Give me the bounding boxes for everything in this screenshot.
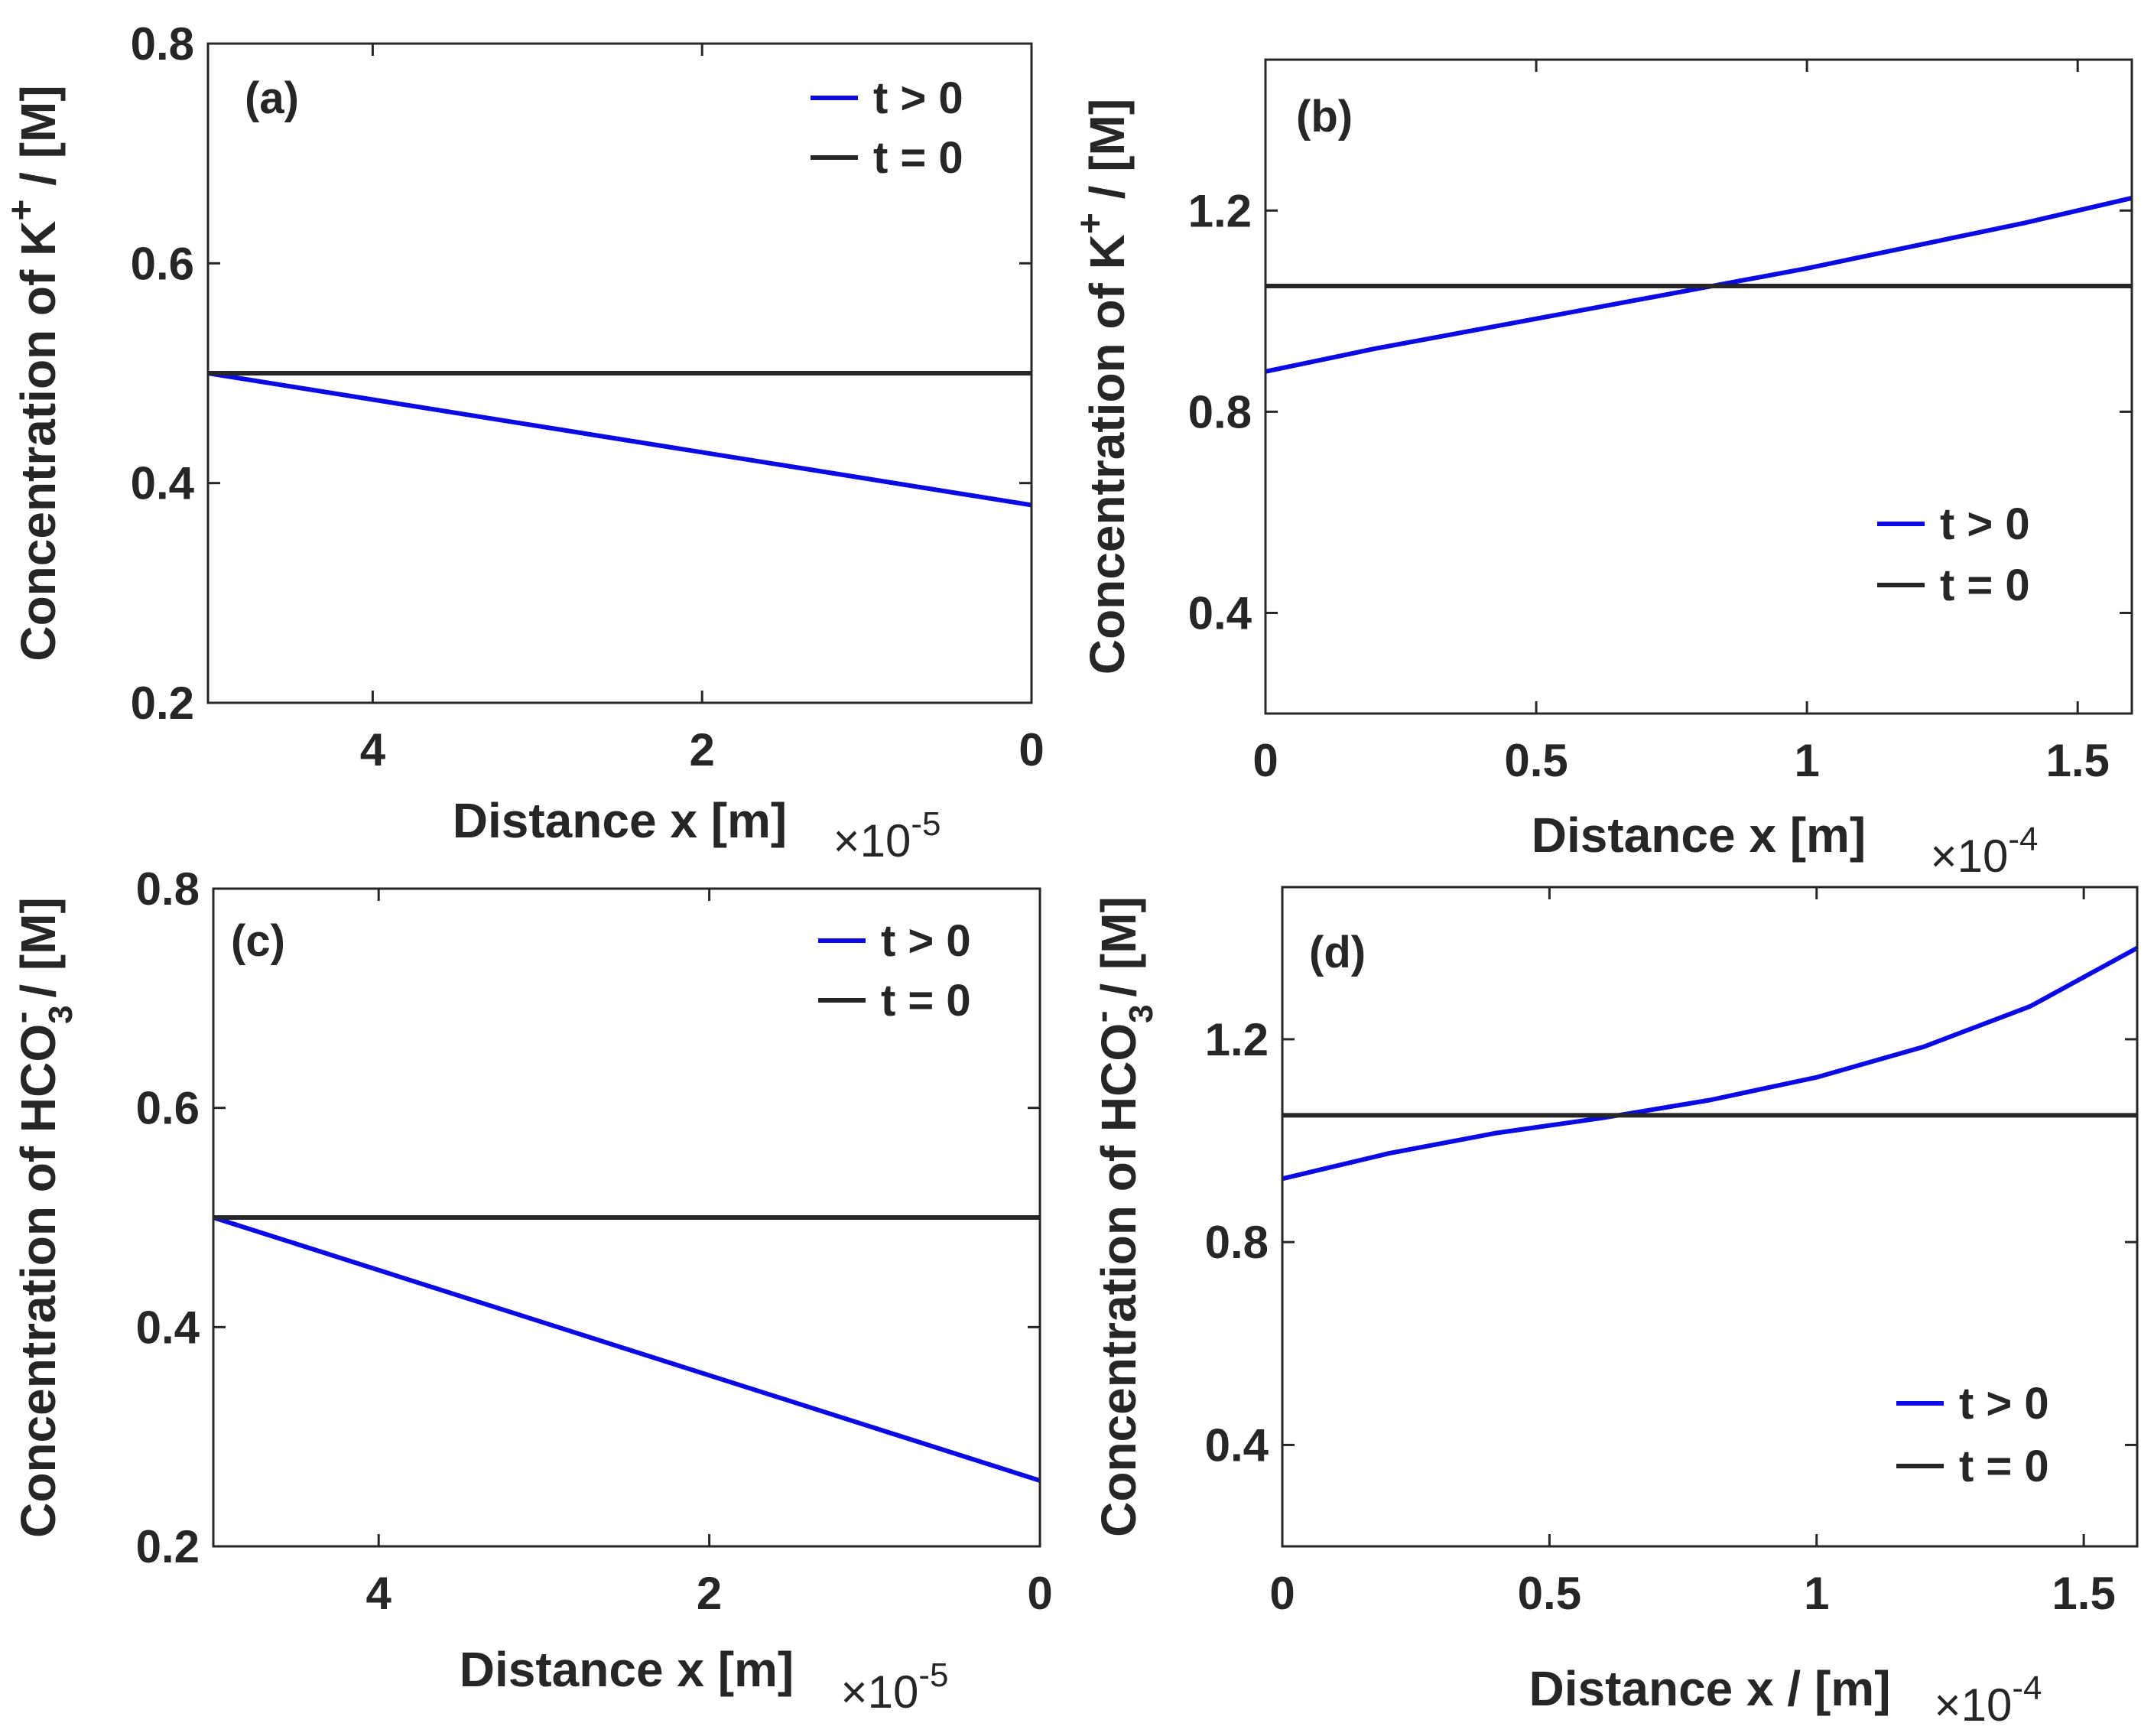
y-tick-label: 0.2 [131,678,194,729]
y-axis-label: Concentration of HCO3- / [M] [1082,896,1160,1537]
legend: t > 0 t = 0 [818,916,971,1026]
plot-frame [212,887,1041,1548]
y-tick-label: 0.8 [136,863,200,915]
legend-entry: t > 0 [1940,499,2030,549]
x-tick-label: 1.5 [2052,1568,2115,1619]
series-line-t-gt-0 [1282,945,2139,1182]
x-tick-label: 2 [697,1568,722,1619]
series-line-t-gt-0 [207,371,1032,508]
panel-label: (c) [231,916,285,966]
legend-entry: t > 0 [881,916,971,966]
series-line-t-gt-0 [1265,195,2133,374]
y-tick-label: 1.2 [1205,1014,1269,1065]
y-tick-label: 0.4 [136,1302,200,1353]
y-tick-label: 0.4 [1188,587,1252,639]
x-tick-label: 1 [1794,735,1819,786]
y-tick-label: 0.4 [131,458,195,509]
plot-frame [1281,886,2139,1548]
legend-entry: t > 0 [1959,1379,2049,1429]
x-tick-label: 0 [1019,724,1044,775]
x-tick-label: 0.5 [1504,735,1568,786]
y-tick-label: 0.8 [1205,1217,1269,1268]
legend-entry: t = 0 [873,133,963,183]
panel-label: (a) [245,73,299,123]
x-axis-label: Distance x [m] [1532,808,1866,863]
y-tick-label: 0.4 [1205,1419,1269,1471]
legend-entry: t = 0 [1959,1442,2049,1491]
y-tick-label: 0.8 [1188,386,1252,437]
x-tick-label: 0 [1269,1568,1295,1619]
y-axis-label: Concentration of HCO3- / [M] [2,897,80,1538]
x-axis-multiplier: ×10-4 [1931,821,2039,882]
y-tick-label: 0.6 [131,238,194,289]
x-tick-label: 0.5 [1518,1568,1581,1619]
x-tick-label: 0 [1252,735,1278,786]
legend-entry: t = 0 [1940,561,2030,610]
y-axis-label: Concentration of K+ / [M] [2,85,66,661]
y-tick-label: 0.8 [131,18,194,70]
x-axis-label: Distance x [m] [453,793,787,848]
x-tick-label: 0 [1027,1568,1052,1619]
y-axis-label: Concentration of K+ / [M] [1071,99,1135,675]
y-tick-label: 0.2 [136,1521,200,1572]
series-line-t-gt-0 [213,1215,1041,1483]
chart-panel-b: 0 0.5 1 1.5 0.4 0.8 1.2 Distance x [m] ×10-4 Conc… [1071,58,2133,882]
x-tick-label: 1.5 [2045,735,2109,786]
y-tick-label: 0.6 [136,1083,200,1134]
y-tick-label: 1.2 [1188,185,1252,236]
x-tick-label: 4 [360,724,386,775]
x-tick-label: 1 [1804,1568,1829,1619]
x-axis-multiplier: ×10-4 [1935,1669,2042,1731]
plot-frame [206,42,1033,704]
plot-frame [1264,58,2133,715]
chart-panel-d: 0 0.5 1 1.5 0.4 0.8 1.2 Distance x / [m] ×10-4 Co… [1082,886,2139,1731]
x-tick-label: 2 [690,724,715,775]
panel-label: (b) [1296,92,1353,141]
x-axis-multiplier: ×10-5 [833,805,941,866]
x-tick-label: 4 [366,1568,392,1619]
panel-label: (d) [1309,928,1366,977]
legend-entry: t = 0 [881,976,971,1026]
legend: t > 0 t = 0 [811,73,963,183]
x-axis-label: Distance x [m] [460,1642,794,1697]
legend-entry: t > 0 [873,73,963,123]
chart-panel-a: 4 2 0 0.2 0.4 0.6 0.8 Distance x [m] ×10-5 Concen… [2,18,1045,866]
legend: t > 0 t = 0 [1896,1379,2049,1491]
x-axis-label: Distance x / [m] [1529,1661,1890,1716]
chart-panel-c: 4 2 0 0.2 0.4 0.6 0.8 Distance x [m] ×10-5 Concen… [2,863,1053,1718]
legend: t > 0 t = 0 [1877,499,2030,610]
x-axis-multiplier: ×10-5 [841,1656,949,1718]
